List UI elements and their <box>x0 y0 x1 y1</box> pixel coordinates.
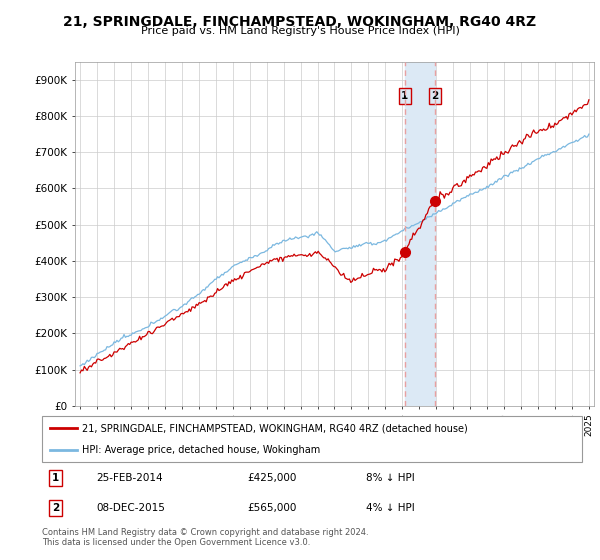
Text: Contains HM Land Registry data © Crown copyright and database right 2024.
This d: Contains HM Land Registry data © Crown c… <box>42 528 368 547</box>
Text: £425,000: £425,000 <box>247 473 296 483</box>
Text: 4% ↓ HPI: 4% ↓ HPI <box>366 503 415 513</box>
Text: 08-DEC-2015: 08-DEC-2015 <box>96 503 165 513</box>
Text: 21, SPRINGDALE, FINCHAMPSTEAD, WOKINGHAM, RG40 4RZ (detached house): 21, SPRINGDALE, FINCHAMPSTEAD, WOKINGHAM… <box>83 423 468 433</box>
Text: 25-FEB-2014: 25-FEB-2014 <box>96 473 163 483</box>
Text: 8% ↓ HPI: 8% ↓ HPI <box>366 473 415 483</box>
Text: 1: 1 <box>401 91 409 101</box>
Text: 21, SPRINGDALE, FINCHAMPSTEAD, WOKINGHAM, RG40 4RZ: 21, SPRINGDALE, FINCHAMPSTEAD, WOKINGHAM… <box>64 15 536 29</box>
Text: 1: 1 <box>52 473 59 483</box>
Text: 2: 2 <box>431 91 439 101</box>
Bar <box>405 62 435 406</box>
Text: Price paid vs. HM Land Registry's House Price Index (HPI): Price paid vs. HM Land Registry's House … <box>140 26 460 36</box>
Text: HPI: Average price, detached house, Wokingham: HPI: Average price, detached house, Woki… <box>83 445 321 455</box>
Text: 2: 2 <box>52 503 59 513</box>
Text: £565,000: £565,000 <box>247 503 296 513</box>
